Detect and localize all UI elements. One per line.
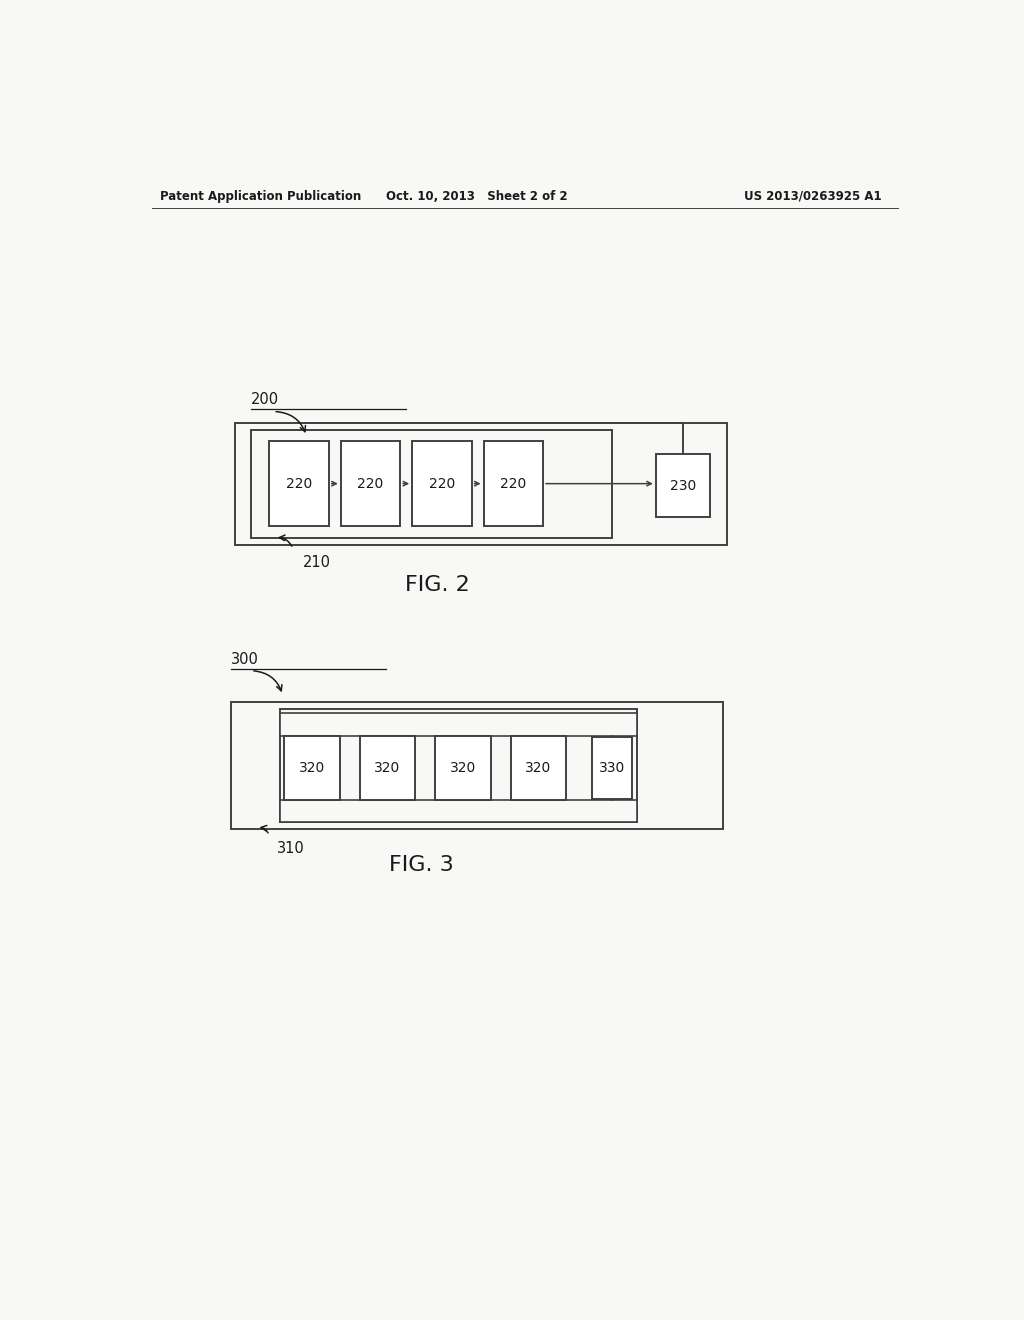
Bar	[285, 735, 340, 800]
Bar	[412, 441, 472, 527]
Bar	[281, 709, 638, 822]
Bar	[511, 735, 566, 800]
Text: FIG. 2: FIG. 2	[406, 576, 470, 595]
Text: US 2013/0263925 A1: US 2013/0263925 A1	[744, 190, 882, 202]
Bar	[435, 735, 490, 800]
Text: FIG. 3: FIG. 3	[389, 854, 454, 875]
Text: Oct. 10, 2013   Sheet 2 of 2: Oct. 10, 2013 Sheet 2 of 2	[386, 190, 568, 202]
Bar	[281, 800, 638, 822]
Bar	[251, 430, 612, 537]
Bar	[236, 422, 727, 545]
Bar	[281, 713, 638, 735]
Bar	[231, 702, 723, 829]
Bar	[483, 441, 543, 527]
Text: 310: 310	[278, 841, 305, 857]
Text: 320: 320	[299, 760, 326, 775]
Text: 220: 220	[357, 477, 384, 491]
Bar	[359, 735, 416, 800]
Text: 210: 210	[303, 554, 331, 570]
Text: 230: 230	[670, 479, 696, 492]
Text: 320: 320	[450, 760, 476, 775]
Bar	[655, 454, 710, 517]
Bar	[592, 737, 632, 799]
Text: Patent Application Publication: Patent Application Publication	[160, 190, 361, 202]
Text: 330: 330	[599, 760, 626, 775]
Text: 320: 320	[375, 760, 400, 775]
Text: 300: 300	[231, 652, 259, 667]
Text: 220: 220	[286, 477, 312, 491]
Bar	[269, 441, 329, 527]
Text: 320: 320	[525, 760, 551, 775]
Text: 200: 200	[251, 392, 280, 408]
Text: 220: 220	[429, 477, 455, 491]
Bar	[341, 441, 400, 527]
Text: 220: 220	[500, 477, 526, 491]
